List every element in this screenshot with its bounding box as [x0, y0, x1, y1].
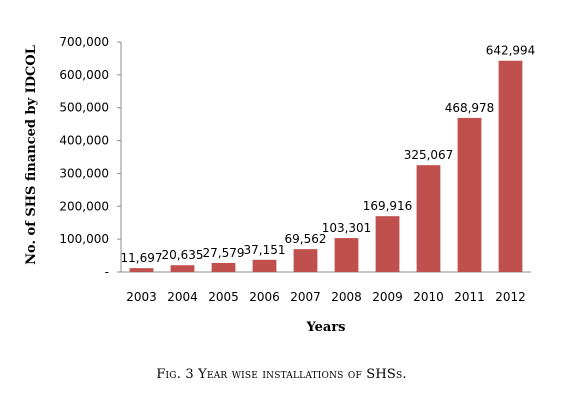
- y-tick-label: 200,000: [59, 199, 109, 213]
- bar-2006: [252, 259, 277, 272]
- y-tick-label: 400,000: [59, 134, 109, 148]
- data-label-2009: 169,916: [363, 199, 413, 213]
- bar-2010: [416, 165, 441, 272]
- x-tick-label-2004: 2004: [167, 290, 198, 304]
- bar-2011: [457, 117, 482, 272]
- data-label-2012: 642,994: [486, 44, 536, 58]
- y-tick-label: 700,000: [59, 35, 109, 49]
- y-tick-label: -: [105, 265, 109, 279]
- x-tick-label-2007: 2007: [290, 290, 321, 304]
- data-label-2004: 20,635: [162, 248, 204, 262]
- bar-2008: [334, 238, 359, 272]
- bar-2009: [375, 216, 400, 272]
- data-label-2005: 27,579: [203, 246, 245, 260]
- x-tick-label-2005: 2005: [208, 290, 239, 304]
- bar-2003: [129, 268, 154, 272]
- y-tick-label: 100,000: [59, 232, 109, 246]
- x-tick-label-2008: 2008: [331, 290, 362, 304]
- y-tick-label: 300,000: [59, 166, 109, 180]
- bar-chart: - 100,000 200,000 300,000 400,000 500,000 600,…: [24, 35, 536, 335]
- bar-2007: [293, 249, 318, 272]
- bar-2005: [211, 262, 236, 272]
- bar-2012: [498, 60, 523, 272]
- x-tick-label-2006: 2006: [249, 290, 280, 304]
- figure-caption: Fig. 3 Year wise installations of SHSs.: [156, 367, 407, 382]
- y-tick-label: 500,000: [59, 101, 109, 115]
- x-tick-label-2010: 2010: [413, 290, 444, 304]
- x-tick-label-2012: 2012: [495, 290, 526, 304]
- x-tick-label-2009: 2009: [372, 290, 403, 304]
- data-label-2011: 468,978: [445, 101, 495, 115]
- data-label-2006: 37,151: [244, 243, 286, 257]
- data-label-2008: 103,301: [322, 221, 372, 235]
- x-tick-label-2011: 2011: [454, 290, 485, 304]
- x-tick-label-2003: 2003: [126, 290, 157, 304]
- data-label-2003: 11,697: [121, 251, 163, 265]
- data-label-2007: 69,562: [285, 232, 327, 246]
- bar-2004: [170, 265, 195, 272]
- y-tick-label: 600,000: [59, 68, 109, 82]
- data-label-2010: 325,067: [404, 148, 454, 162]
- y-axis-title: No. of SHS financed by IDCOL: [24, 45, 39, 265]
- x-axis-title: Years: [305, 320, 345, 335]
